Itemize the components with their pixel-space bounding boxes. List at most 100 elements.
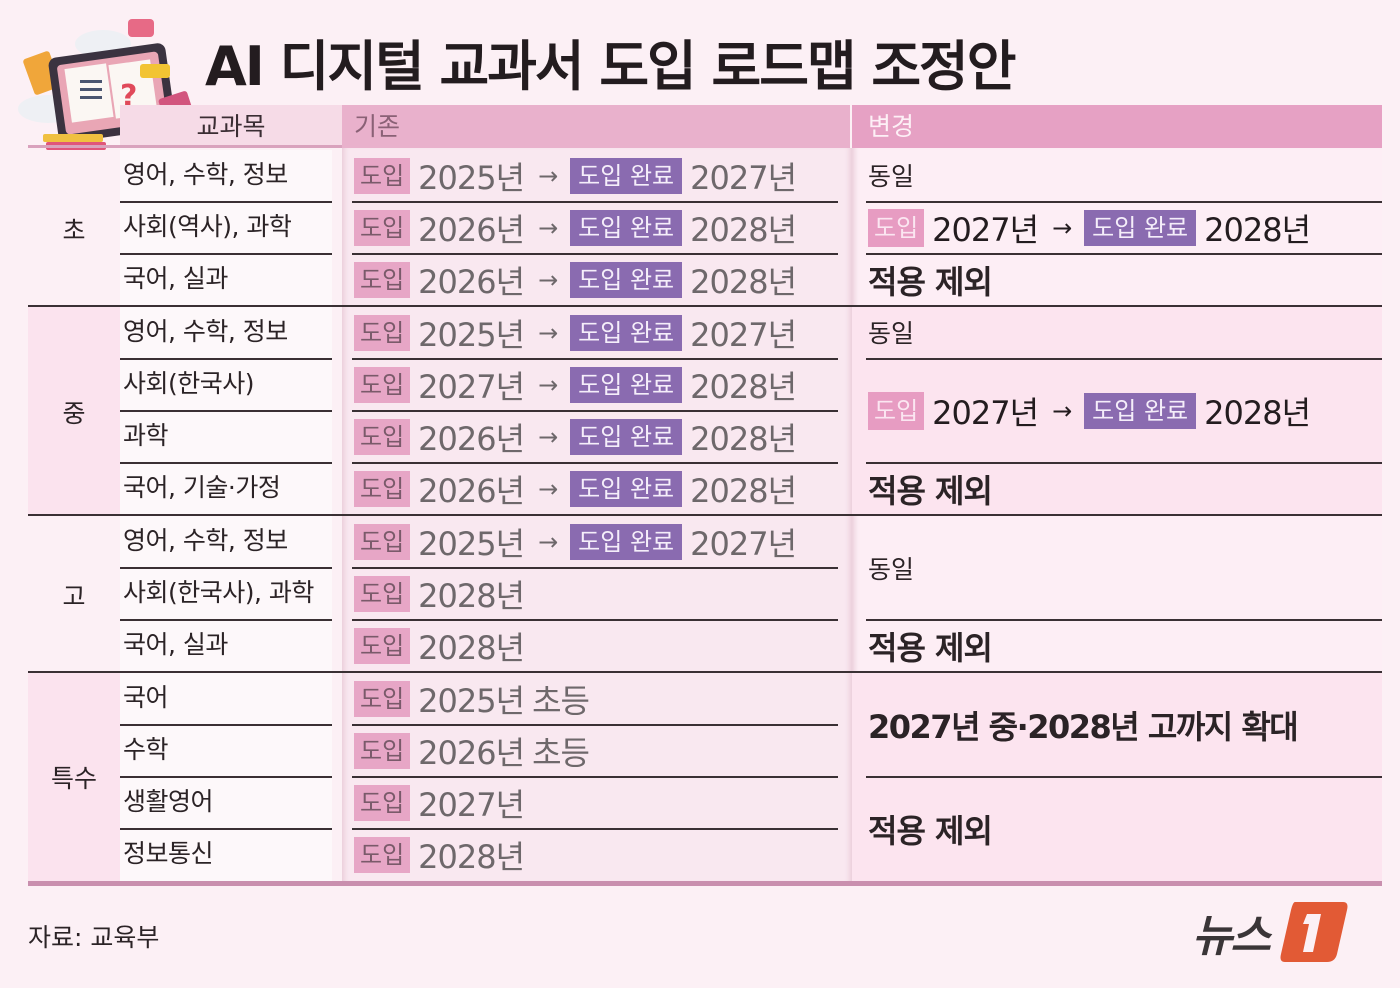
row-divider (120, 462, 332, 464)
after-excluded: 적용 제외 (868, 620, 993, 672)
grade-label: 중 (28, 307, 120, 516)
intro-year: 2027년 (418, 786, 525, 824)
row-divider (352, 462, 838, 464)
subject-cell: 국어, 기술·가정 (120, 463, 332, 515)
header-before: 기존 (342, 105, 850, 148)
after-excluded-text: 적용 제외 (868, 812, 993, 850)
complete-year: 2028년 (690, 472, 797, 510)
arrow-right-icon: → (1052, 214, 1073, 242)
row-divider (352, 619, 838, 621)
after-excluded: 적용 제외 (868, 254, 993, 306)
row-divider (120, 253, 332, 255)
intro-year: 2026년 (418, 263, 525, 301)
news1-logo: 뉴스 (1192, 900, 1349, 964)
complete-year: 2028년 (690, 420, 797, 458)
intro-year: 2027년 (932, 394, 1039, 432)
row-divider (120, 567, 332, 569)
after-excluded-text: 적용 제외 (868, 472, 993, 510)
complete-tag: 도입 완료 (570, 158, 683, 194)
grade-label: 특수 (28, 673, 120, 881)
row-divider (120, 619, 332, 621)
header-grade-line (28, 145, 120, 148)
after-excluded: 적용 제외 (868, 463, 993, 515)
complete-tag: 도입 완료 (570, 210, 683, 246)
intro-year: 2028년 (418, 629, 525, 667)
logo-text: 뉴스 (1192, 911, 1271, 962)
intro-year: 2026년 (418, 472, 525, 510)
row-divider (352, 410, 838, 412)
before-schedule: 도입 2026년 초등 (354, 725, 590, 777)
arrow-right-icon: → (538, 319, 559, 347)
complete-tag: 도입 완료 (1084, 210, 1197, 246)
after-same: 동일 (868, 516, 914, 620)
level-note: 초등 (532, 682, 590, 720)
row-divider (352, 358, 838, 360)
intro-tag: 도입 (868, 392, 925, 430)
before-schedule: 도입 2025년 → 도입 완료 2027년 (354, 307, 797, 359)
intro-tag: 도입 (354, 471, 411, 507)
section-elementary: 초 영어, 수학, 정보 사회(역사), 과학 국어, 실과 도입 2025년 … (28, 150, 1382, 307)
before-schedule: 도입 2028년 (354, 568, 525, 620)
grade-label: 고 (62, 581, 86, 611)
row-divider (866, 462, 1382, 464)
section-special: 특수 국어 수학 생활영어 정보통신 도입 2025년 초등 도입 2026년 … (28, 673, 1382, 881)
section-divider (28, 514, 1382, 516)
intro-tag: 도입 (868, 209, 925, 247)
after-same-text: 동일 (868, 319, 915, 348)
subject-cell: 정보통신 (120, 829, 332, 881)
before-schedule: 도입 2025년 → 도입 완료 2027년 (354, 516, 797, 568)
row-divider (866, 253, 1382, 255)
row-divider (120, 724, 332, 726)
news1-logo-mark-icon (1280, 902, 1348, 962)
row-divider (866, 776, 1382, 778)
after-excluded-text: 적용 제외 (868, 629, 993, 667)
subject-cell: 영어, 수학, 정보 (120, 150, 332, 202)
after-same: 동일 (868, 307, 914, 357)
complete-tag: 도입 완료 (570, 367, 683, 403)
table-bottom-bar (28, 881, 1382, 886)
subject-cell: 생활영어 (120, 777, 332, 829)
complete-tag: 도입 완료 (570, 419, 683, 455)
row-divider (352, 201, 838, 203)
section-divider (28, 671, 1382, 673)
after-expand: 2027년 중·2028년 고까지 확대 (868, 673, 1299, 777)
complete-year: 2027년 (690, 525, 797, 563)
after-excluded: 적용 제외 (868, 777, 993, 881)
complete-tag: 도입 완료 (570, 262, 683, 298)
page-title: AI 디지털 교과서 도입 로드맵 조정안 (205, 35, 1016, 98)
source-credit: 자료: 교육부 (28, 923, 160, 952)
before-schedule: 도입 2026년 → 도입 완료 2028년 (354, 254, 797, 306)
row-divider (866, 201, 1382, 203)
intro-year: 2026년 (418, 734, 525, 772)
arrow-right-icon: → (538, 214, 559, 242)
subject-cell: 국어, 실과 (120, 620, 332, 672)
before-schedule: 도입 2026년 → 도입 완료 2028년 (354, 411, 797, 463)
intro-tag: 도입 (354, 576, 411, 612)
after-same-text: 동일 (868, 162, 915, 191)
after-expand-text: 2027년 중·2028년 고까지 확대 (868, 708, 1299, 746)
subject-cell: 국어 (120, 673, 332, 725)
arrow-right-icon: → (538, 266, 559, 294)
arrow-right-icon: → (538, 475, 559, 503)
row-divider (120, 201, 332, 203)
intro-year: 2026년 (418, 420, 525, 458)
grade-label: 초 (62, 215, 86, 245)
intro-year: 2025년 (418, 159, 525, 197)
arrow-right-icon: → (1052, 397, 1073, 425)
subject-cell: 국어, 실과 (120, 254, 332, 306)
arrow-right-icon: → (538, 371, 559, 399)
subject-cell: 수학 (120, 725, 332, 777)
intro-year: 2027년 (418, 368, 525, 406)
row-divider (866, 358, 1382, 360)
subject-cell: 과학 (120, 411, 332, 463)
before-schedule: 도입 2028년 (354, 620, 525, 672)
row-divider (352, 724, 838, 726)
intro-tag: 도입 (354, 628, 411, 664)
arrow-right-icon: → (538, 162, 559, 190)
before-schedule: 도입 2026년 → 도입 완료 2028년 (354, 463, 797, 515)
header-subject: 교과목 (120, 105, 342, 148)
section-divider (28, 305, 1382, 307)
arrow-right-icon: → (538, 423, 559, 451)
subject-cell: 사회(역사), 과학 (120, 202, 332, 254)
row-divider (352, 567, 838, 569)
